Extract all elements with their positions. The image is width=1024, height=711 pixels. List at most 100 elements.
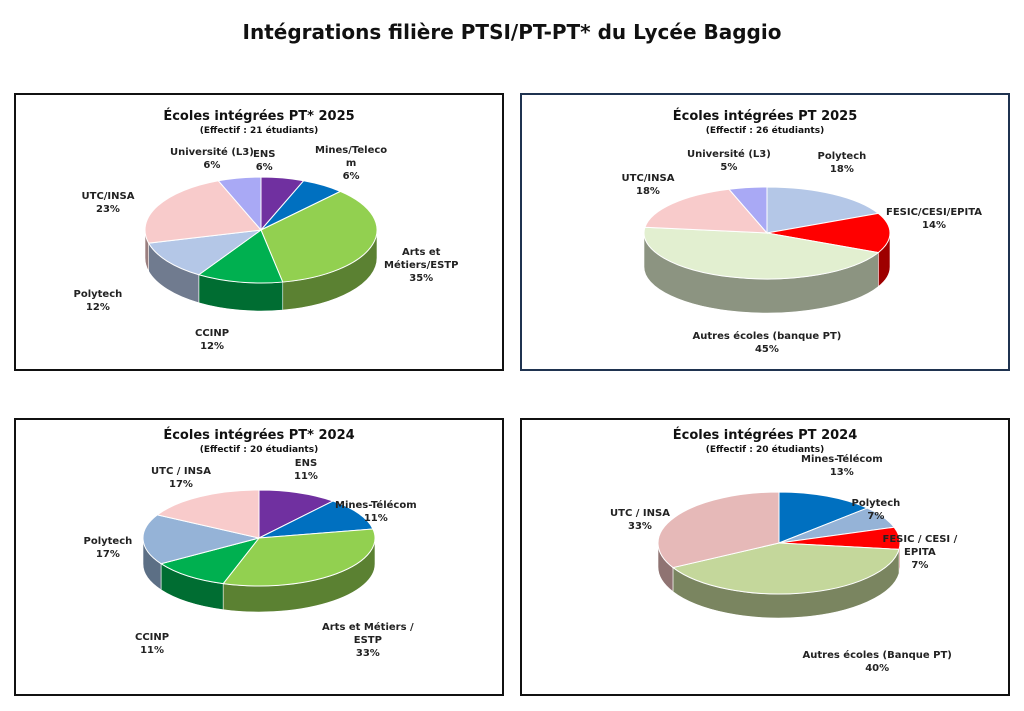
pie-slice-autres-ecoles-banque-pt — [643, 226, 880, 280]
pie-slice-polytech — [142, 514, 260, 565]
slice-label-mines-telecom: Mines-Télécom 13% — [801, 453, 883, 479]
chart-title: Écoles intégrées PT* 2024 — [163, 428, 355, 443]
slice-label-name: Université (L3) — [687, 149, 771, 160]
slice-label-name: Autres écoles (Banque PT) — [802, 650, 952, 661]
slice-label-value: 12% — [85, 302, 110, 313]
slice-label-name: Polytech — [851, 498, 901, 509]
slice-label-value: 6% — [255, 162, 273, 173]
page-title: Intégrations filière PTSI/PT-PT* du Lycé… — [242, 20, 782, 44]
slice-label-utc-insa: UTC / INSA 17% — [151, 465, 211, 491]
slice-label-value: 33% — [628, 521, 652, 532]
pie-slice-ccinp — [197, 229, 284, 284]
pie-slice-universite-l3 — [217, 176, 262, 232]
slice-label-value: 17% — [169, 479, 193, 490]
slice-label-polytech: Polytech 18% — [818, 150, 867, 176]
slice-label-value: 5% — [720, 162, 738, 173]
slice-label-value: 6% — [342, 170, 360, 182]
slice-label-value: 7% — [911, 559, 929, 571]
slice-label-arts-et-metiers-estp: Arts et Métiers/ESTP 35% — [384, 246, 458, 285]
slice-label-fesic-cesi-epita: FESIC/CESI/EPITA 14% — [886, 206, 982, 232]
slice-label-value: 13% — [829, 467, 854, 478]
pie-chart — [657, 491, 901, 619]
slice-label-name: CCINP — [135, 632, 170, 643]
slice-label-name: Polytech — [83, 536, 133, 547]
slice-label-universite-l3: Université (L3) 5% — [687, 148, 771, 174]
slice-label-value: 11% — [294, 471, 318, 482]
slice-label-value: 40% — [865, 663, 890, 674]
slice-label-ccinp: CCINP 11% — [135, 631, 169, 657]
slice-label-name: EPITA — [904, 546, 936, 558]
chart-subtitle: (Effectif : 20 étudiants) — [705, 445, 825, 455]
chart-panel-pt-2024: Écoles intégrées PT 2024 (Effectif : 20 … — [520, 418, 1010, 696]
pie-slice-mines-telecom — [258, 500, 374, 539]
slice-label-name: Mines/Teleco — [315, 144, 388, 156]
slice-label-polytech: Polytech 7% — [852, 497, 901, 523]
slice-label-mines-teleco-m: Mines/Teleco m 6% — [315, 144, 387, 183]
slice-label-autres-ecoles-banque-pt: Autres écoles (banque PT) 45% — [693, 330, 842, 356]
slice-label-name: FESIC/CESI/EPITA — [886, 207, 982, 218]
slice-label-name: UTC / INSA — [610, 508, 670, 519]
slice-label-name: FESIC / CESI / — [882, 533, 958, 545]
slice-label-value: 6% — [203, 160, 221, 171]
chart-panel-pt-2025: Écoles intégrées PT 2025 (Effectif : 26 … — [520, 93, 1010, 371]
pie-slice-universite-l3 — [727, 186, 768, 235]
pie-slice-mines-telecom — [778, 491, 869, 544]
pie-chart — [144, 176, 378, 312]
slice-label-name: UTC/INSA — [81, 191, 135, 202]
slice-label-name: UTC/INSA — [621, 173, 675, 184]
pie-slice-fesic-cesi-epita — [766, 212, 891, 254]
pie-slice-arts-et-metiers-estp — [260, 190, 378, 283]
slice-label-value: 35% — [409, 272, 434, 284]
slice-label-name: Arts et Métiers / — [322, 621, 414, 633]
slice-label-name: ENS — [294, 458, 318, 469]
slice-label-name: m — [345, 157, 357, 169]
slice-label-polytech: Polytech 17% — [84, 535, 133, 561]
chart-subtitle: (Effectif : 21 étudiants) — [199, 126, 319, 136]
slice-label-value: 12% — [200, 341, 225, 352]
slice-label-autres-ecoles-banque-pt: Autres écoles (Banque PT) 40% — [803, 649, 952, 675]
slice-label-name: Métiers/ESTP — [384, 259, 459, 271]
slice-label-name: Arts et — [402, 246, 441, 258]
pie-slice-utc-insa — [657, 491, 780, 569]
slice-label-utc-insa: UTC/INSA 23% — [82, 190, 135, 216]
pie-slice-utc-insa — [156, 489, 260, 539]
slice-label-ens: ENS 6% — [253, 148, 275, 174]
chart-panel-pt-star-2024: Écoles intégrées PT* 2024 (Effectif : 20… — [14, 418, 504, 696]
chart-title: Écoles intégrées PT 2025 — [672, 109, 858, 124]
chart-subtitle: (Effectif : 26 étudiants) — [705, 126, 825, 136]
pie-slice-polytech — [766, 186, 880, 234]
slice-label-value: 17% — [95, 549, 120, 560]
slice-label-arts-et-metiers-estp: Arts et Métiers / ESTP 33% — [322, 621, 414, 660]
slice-label-name: CCINP — [195, 328, 230, 339]
slice-label-name: Mines-Télécom — [335, 500, 417, 511]
slice-label-name: ENS — [253, 149, 276, 160]
chart-title: Écoles intégrées PT 2024 — [672, 428, 858, 443]
pie-slice-autres-ecoles-banque-pt — [671, 542, 900, 595]
slice-label-value: 33% — [355, 647, 380, 659]
slice-label-utc-insa: UTC / INSA 33% — [610, 507, 670, 533]
pie-slice-arts-et-metiers-estp — [222, 528, 376, 587]
pie-slice-polytech — [147, 229, 263, 276]
pie-slice-utc-insa — [144, 180, 262, 244]
pie-slice-ccinp — [159, 537, 261, 585]
slice-label-name: Polytech — [73, 289, 123, 300]
pie-chart — [142, 489, 376, 613]
slice-label-value: 7% — [867, 511, 885, 522]
chart-subtitle: (Effectif : 20 étudiants) — [199, 445, 319, 455]
slice-label-value: 18% — [636, 186, 660, 197]
slice-label-ens: ENS 11% — [294, 457, 318, 483]
chart-title: Écoles intégrées PT* 2025 — [163, 109, 355, 124]
slice-label-name: Mines-Télécom — [801, 454, 883, 465]
slice-label-name: UTC / INSA — [151, 466, 211, 477]
chart-panel-pt-star-2025: Écoles intégrées PT* 2025 (Effectif : 21… — [14, 93, 504, 371]
pie-chart — [643, 186, 891, 314]
slice-label-universite-l3: Université (L3) 6% — [170, 146, 254, 172]
slice-label-value: 23% — [96, 204, 120, 215]
pie-slice-utc-insa — [644, 188, 769, 234]
slice-label-polytech: Polytech 12% — [74, 288, 123, 314]
slice-label-name: Université (L3) — [170, 147, 254, 158]
slice-label-mines-telecom: Mines-Télécom 11% — [335, 499, 417, 525]
slice-label-value: 11% — [363, 513, 388, 524]
slice-label-value: 18% — [829, 164, 854, 175]
slice-label-name: Autres écoles (banque PT) — [692, 331, 842, 342]
